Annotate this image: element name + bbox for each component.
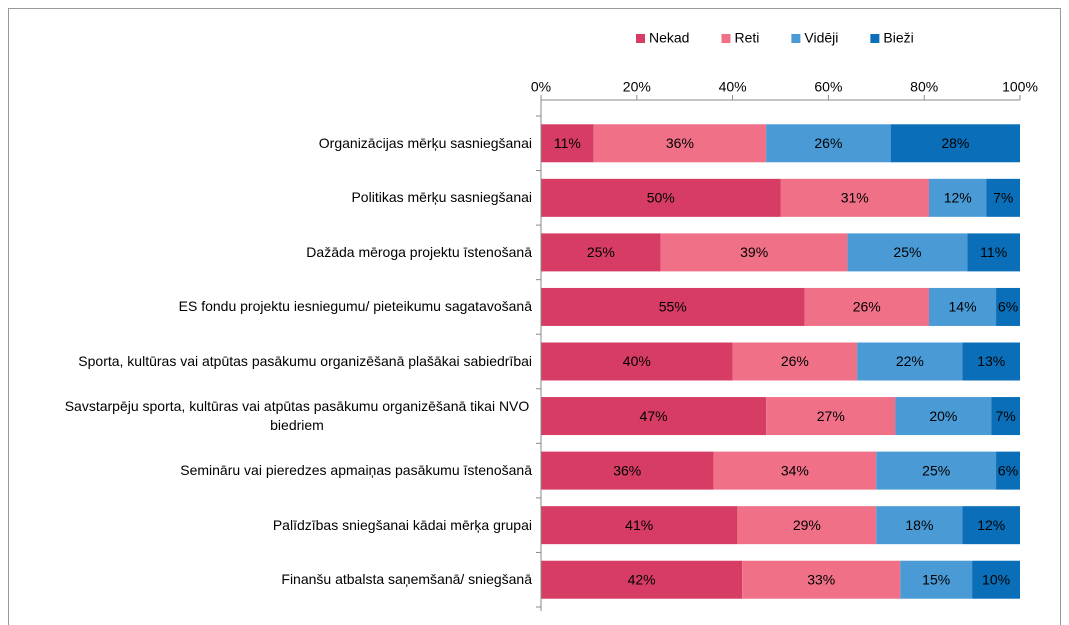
bar-segment [895,397,992,436]
x-tick-label: 80% [910,79,938,95]
data-label: 29% [793,517,821,533]
x-tick-label: 0% [531,79,551,95]
bar-segment [780,178,929,217]
y-tick-label: Politikas mērķu sasniegšanai [351,189,532,206]
y-tick-label: Dažāda mēroga projektu īstenošanā [306,243,532,260]
data-label: 33% [807,571,835,587]
y-tick-label: Semināru vai pieredzes apmaiņas pasākumu… [180,462,532,479]
bar-segment [804,287,929,326]
data-label: 26% [853,299,881,315]
data-label: 25% [893,244,921,260]
bar-segment [876,451,997,490]
bar-segment [541,451,714,490]
plot-area [541,124,1020,599]
data-label: 26% [781,353,809,369]
data-label: 12% [977,517,1005,533]
y-tick-label: Sporta, kultūras vai atpūtas pasākumu or… [78,352,532,369]
bar-segment [541,342,733,381]
bar-segment [732,342,858,381]
legend-label: Bieži [883,30,913,46]
bar-segment [962,342,1020,381]
bar-segment [857,342,963,381]
legend-swatch [636,34,645,43]
data-label: 11% [554,135,581,151]
bar-segment [962,506,1020,545]
frame [8,8,1061,625]
data-label: 11% [980,244,1007,260]
data-label: 10% [982,571,1010,587]
legend-swatch [721,34,731,43]
x-tick-label: 60% [814,79,842,95]
data-label: 13% [977,353,1005,369]
bar-segment [737,506,877,545]
data-label: 50% [647,190,675,206]
bar-segment [928,287,997,326]
y-tick-label: ES fondu projektu iesniegumu/ pieteikumu… [178,298,532,315]
bar-segment [996,451,1020,490]
bar-segment [541,397,767,436]
bar-segment [972,560,1020,599]
bar-segment [900,560,973,599]
bar-segment [876,506,963,545]
legend-label: Reti [734,30,759,46]
bar-segment [541,560,743,599]
bar-segment [742,560,901,599]
x-tick-label: 20% [623,79,651,95]
bar-segment [660,233,848,272]
data-label: 36% [613,462,641,478]
data-label: 7% [993,190,1013,206]
data-label: 41% [625,517,653,533]
data-label: 40% [623,353,651,369]
x-tick-label: 100% [1002,79,1038,95]
y-tick-label: Organizācijas mērķu sasniegšanai [318,134,532,151]
data-label: 55% [659,299,687,315]
legend-swatch [791,34,801,43]
bar-segment [766,397,896,436]
bar-segment [593,124,767,163]
bar-segment [541,124,594,163]
legend-swatch [870,34,880,43]
bar-segment [967,233,1020,272]
data-label: 15% [922,571,950,587]
data-label: 39% [740,244,768,260]
data-label: 14% [949,299,977,315]
data-label: 27% [817,408,845,424]
data-label: 25% [922,462,950,478]
bar-segment [996,287,1020,326]
bar-segment [991,397,1020,436]
data-label: 25% [587,244,615,260]
bar-segment [713,451,877,490]
y-tick-label: Palīdzības sniegšanai kādai mērķa grupai [272,516,532,533]
data-label: 7% [996,408,1016,424]
data-label: 42% [628,571,656,587]
bar-segment [541,506,738,545]
bar-segment [541,287,805,326]
legend-label: Nekad [649,30,689,46]
data-label: 6% [998,299,1018,315]
bar-segment [986,178,1020,217]
y-tick-label: Finanšu atbalsta saņemšanā/ sniegšanā [281,571,532,588]
x-tick-label: 40% [719,79,747,95]
data-label: 34% [781,462,809,478]
data-label: 12% [944,190,972,206]
data-label: 47% [640,408,668,424]
bar-segment [541,233,661,272]
data-label: 31% [841,190,869,206]
data-label: 36% [666,135,694,151]
data-label: 28% [941,135,969,151]
bar-segment [766,124,891,163]
bar-segment [847,233,968,272]
data-label: 18% [905,517,933,533]
bar-segment [928,178,987,217]
data-label: 6% [998,462,1018,478]
data-label: 26% [814,135,842,151]
data-label: 22% [896,353,924,369]
bar-segment [541,178,781,217]
y-tick-label: Savstarpēju sporta, kultūras vai atpūtas… [64,398,530,434]
bar-segment [890,124,1020,163]
data-label: 20% [929,408,957,424]
legend-label: Vidēji [804,30,838,46]
